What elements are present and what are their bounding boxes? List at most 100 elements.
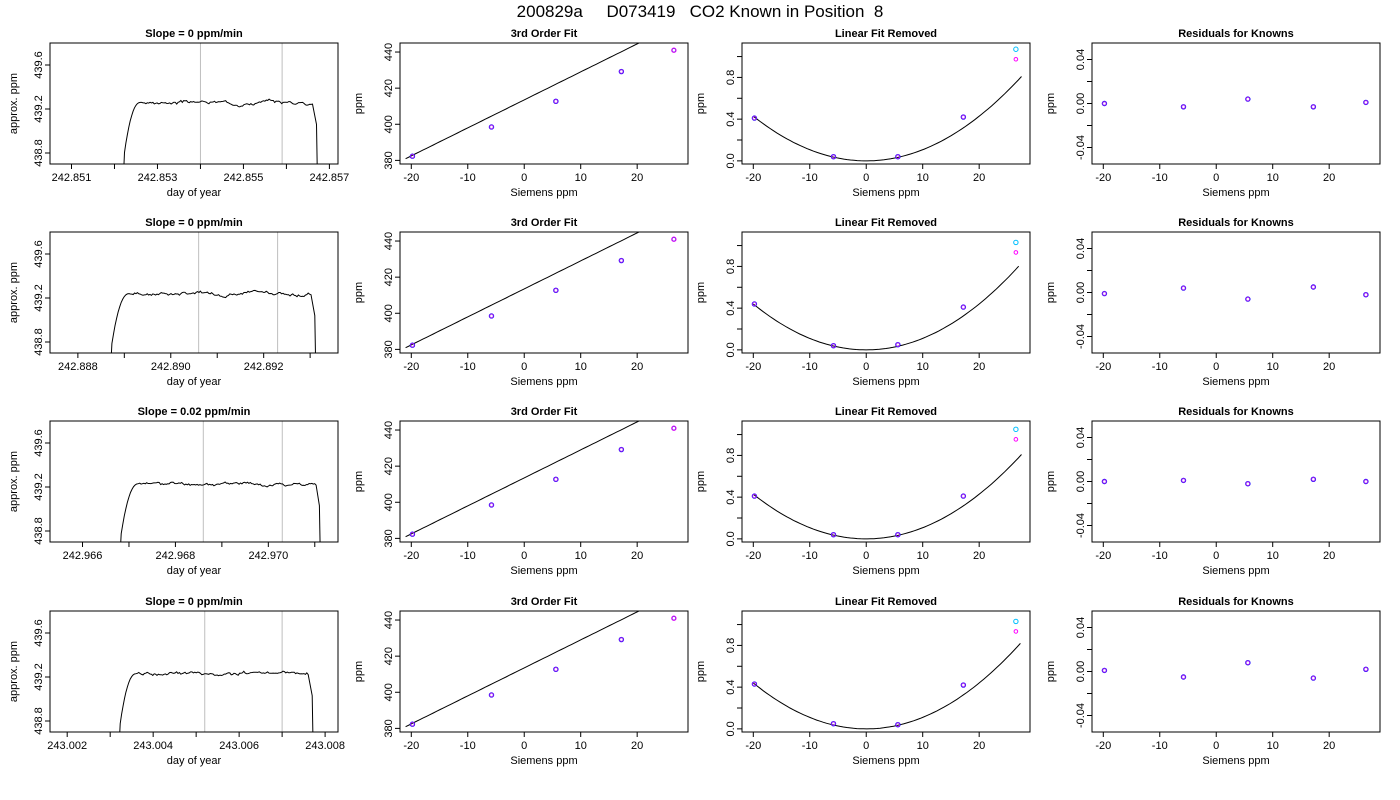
data-point-fit [671,47,677,53]
x-axis-label: day of year [167,565,222,577]
plot-area [751,46,1022,162]
panel-4-2: 3rd Order Fit -20 -10 0 10 20 380 400 420 440 Siem… [353,596,689,767]
y-tick-label: -0.04 [1075,135,1087,160]
data-point-fit [895,342,901,347]
fit-curve [405,611,641,728]
y-axis-label: ppm [695,661,707,682]
x-axis-label: Siemens ppm [852,755,919,767]
x-axis-label: Siemens ppm [1202,565,1269,577]
data-point-fit [831,154,836,159]
data-point-fit [671,236,677,242]
fit-curve [752,265,1020,351]
data-point-fit [961,114,966,120]
x-tick-label: 10 [575,550,587,562]
x-axis-label: Siemens ppm [1202,755,1269,767]
x-tick-label: 0 [863,550,869,562]
x-tick-label: 0 [1213,550,1219,562]
data-point-fit [410,342,415,348]
panel-title: Residuals for Knowns [1178,217,1294,229]
panel-title: 3rd Order Fit [511,406,578,418]
x-tick-label: 242.857 [310,172,350,184]
x-tick-label: -10 [460,361,476,373]
data-point-fit [1102,479,1107,484]
panel-title: Slope = 0.02 ppm/min [138,406,251,418]
x-tick-label: 20 [1323,361,1335,373]
data-point-fit [489,502,494,508]
y-tick-label: 0.0 [725,153,737,168]
data-point-fit [619,637,624,642]
data-point-fit [619,447,624,452]
data-point-fit [1013,629,1019,634]
data-point [1013,239,1019,246]
plot-frame [399,42,689,165]
x-tick-label: 242.851 [52,172,92,184]
x-tick-label: -20 [745,361,761,373]
y-tick-label: 380 [383,340,395,358]
y-tick-label: 440 [383,43,395,61]
panel-title: Residuals for Knowns [1178,596,1294,608]
panel-title: Slope = 0 ppm/min [145,596,243,608]
x-tick-label: 20 [1323,740,1335,752]
y-tick-label: 400 [383,304,395,322]
y-tick-label: -0.04 [1075,703,1087,728]
fit-curve [752,454,1022,540]
x-tick-label: -20 [1095,550,1111,562]
x-axis-label: Siemens ppm [510,755,577,767]
data-point-fit [1311,284,1316,290]
y-axis-label: ppm [353,93,365,114]
y-tick-label: 0.04 [1075,617,1087,638]
y-tick-label: 439.2 [33,473,45,501]
x-tick-label: -10 [802,172,818,184]
y-axis-label: ppm [1045,282,1057,303]
y-tick-label: -0.04 [1075,324,1087,349]
plot-area [405,421,677,538]
fit-curve [752,643,1021,730]
plot-area [751,239,1020,351]
data-point-fit [410,721,415,727]
data-point-fit [489,313,494,319]
y-tick-label: 420 [383,457,395,475]
x-tick-label: 20 [631,361,643,373]
y-tick-label: 0.0 [725,721,737,736]
x-tick-label: 243.004 [133,740,173,752]
x-tick-label: 10 [575,740,587,752]
data-point-fit [1245,481,1251,487]
x-axis-label: day of year [167,187,222,199]
y-tick-label: 0.8 [725,259,737,274]
x-axis-label: day of year [167,376,222,388]
y-tick-label: 400 [383,493,395,511]
x-tick-label: 0 [521,550,527,562]
x-tick-label: 10 [917,740,929,752]
plot-frame [49,231,339,354]
panel-title: Linear Fit Removed [835,217,937,229]
data-point-fit [1363,100,1369,105]
data-point-fit [1102,101,1107,106]
x-axis-label: Siemens ppm [510,565,577,577]
data-point-fit [895,532,901,537]
y-tick-label: 0.4 [725,111,737,126]
data-point-fit [410,531,415,537]
x-tick-label: -10 [460,172,476,184]
plot-area [120,481,321,542]
x-tick-label: 243.006 [219,740,259,752]
x-tick-label: -20 [1095,361,1111,373]
plot-frame [49,420,339,543]
plot-area [405,43,677,160]
y-tick-label: 440 [383,611,395,629]
plot-area [123,98,318,164]
data-point-fit [1245,96,1251,102]
data-point-fit [619,258,624,263]
x-tick-label: 0 [521,172,527,184]
panel-3-2: 3rd Order Fit -20 -10 0 10 20 380 400 420 440 Siem… [353,406,689,577]
y-axis-label: approx. ppm [8,451,20,512]
x-tick-label: 242.968 [156,550,196,562]
y-tick-label: 0.04 [1075,49,1087,70]
plot-area [751,618,1021,730]
y-axis-label: ppm [1045,661,1057,682]
data-point-fit [1245,296,1251,302]
y-tick-label: 439.6 [33,429,45,457]
x-axis-label: Siemens ppm [1202,376,1269,388]
data-point-fit [1181,104,1186,110]
data-point-fit [1363,667,1369,672]
